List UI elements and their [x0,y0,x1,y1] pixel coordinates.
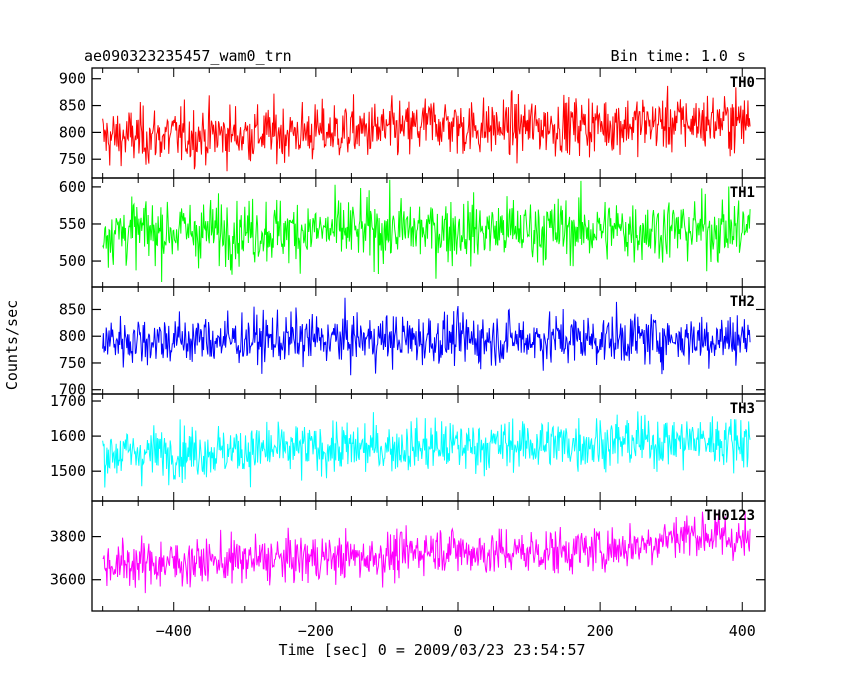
series-line-th1 [102,179,751,283]
panel-label-th0: TH0 [730,75,755,91]
panel-th1: 500 550 600 TH1 [59,177,766,288]
panel-label-th0123: TH0123 [704,508,755,524]
x-tick-label: 400 [729,622,756,640]
y-tick-label: 600 [59,178,86,196]
panel-th3: 1500 1600 1700 TH3 [50,392,766,502]
y-tick-label: 500 [59,252,86,270]
series-line-th0123 [102,509,751,594]
chart-title: ae090323235457_wam0_trn [84,47,292,65]
y-tick-label: 1500 [50,462,86,480]
y-tick-label: 1700 [50,392,86,410]
x-tick-label: −400 [156,622,192,640]
x-tick-label: 0 [453,622,462,640]
series-line-th3 [102,411,751,488]
panels-group: 750 800 850 900 TH0 500 550 600 TH1 700 750 800 850 T… [50,67,766,612]
panel-label-th1: TH1 [730,185,755,201]
panel-th0: 750 800 850 900 TH0 [59,67,766,179]
panel-frame [91,500,766,612]
panel-label-th3: TH3 [730,401,755,417]
panel-th0123: 3600 3800 TH0123 [50,500,766,612]
x-axis-label: Time [sec] 0 = 2009/03/23 23:54:57 [278,641,585,659]
y-tick-label: 3800 [50,528,86,546]
y-tick-label: 750 [59,354,86,372]
series-line-th0 [102,85,751,172]
y-tick-label: 750 [59,150,86,168]
panel-th2: 700 750 800 850 TH2 [59,286,766,399]
y-tick-label: 900 [59,70,86,88]
x-tick-label: 200 [587,622,614,640]
y-tick-label: 700 [59,381,86,399]
y-tick-label: 550 [59,215,86,233]
x-tick-label: −200 [298,622,334,640]
y-tick-label: 800 [59,123,86,141]
y-tick-label: 3600 [50,571,86,589]
bin-time-label: Bin time: 1.0 s [611,47,746,65]
y-tick-label: 1600 [50,427,86,445]
x-axis: −400 −200 0 200 400 [156,622,756,640]
series-line-th2 [102,297,751,376]
panel-frame [91,177,766,288]
y-tick-label: 850 [59,97,86,115]
panel-label-th2: TH2 [730,294,755,310]
y-tick-label: 850 [59,300,86,318]
y-axis-label: Counts/sec [3,300,21,390]
y-tick-label: 800 [59,327,86,345]
